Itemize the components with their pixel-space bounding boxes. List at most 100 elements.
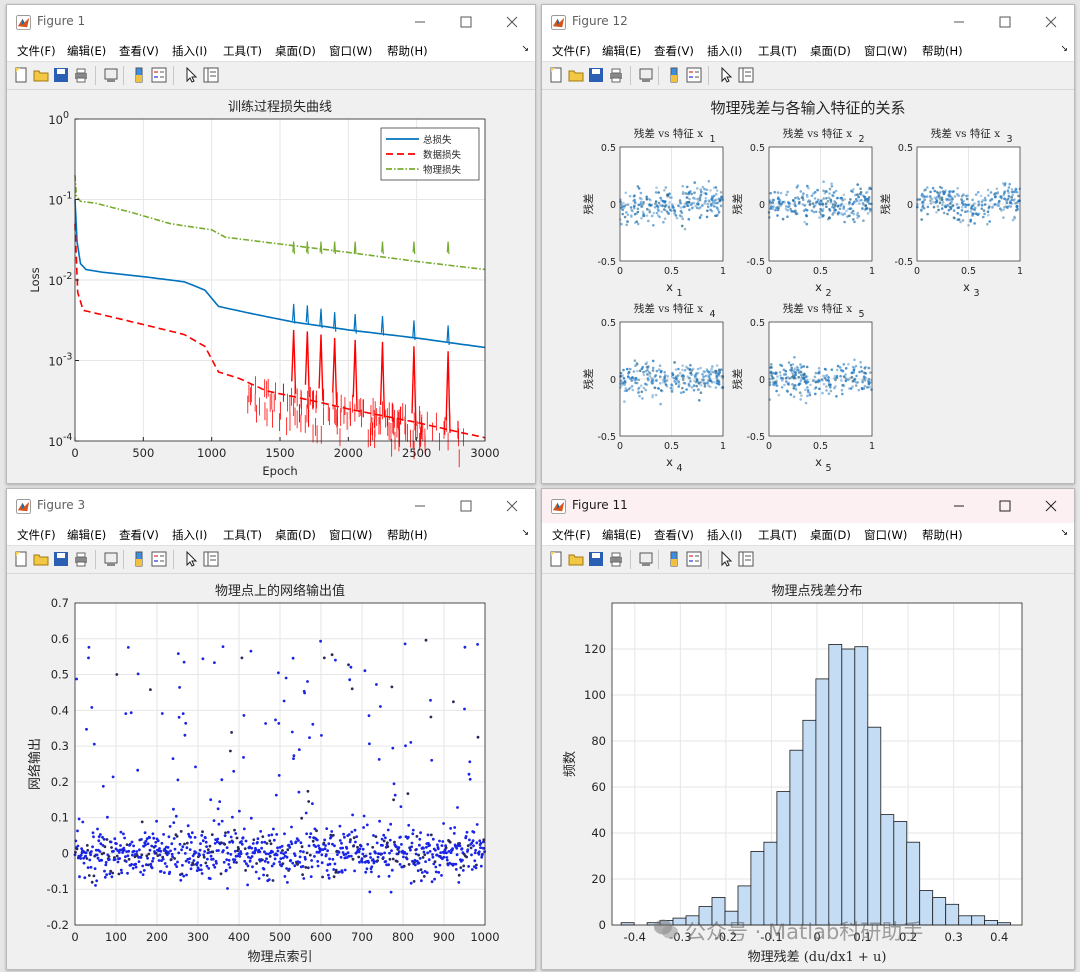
property-editor-icon[interactable]	[203, 67, 219, 83]
pointer-icon[interactable]	[183, 551, 199, 567]
menu-item-1[interactable]: 编辑(E)	[67, 528, 107, 542]
property-editor-icon[interactable]	[203, 551, 219, 567]
title-bar[interactable]: Figure 11	[542, 489, 1074, 523]
menu-item-7[interactable]: 帮助(H)	[922, 528, 963, 542]
residual-point	[1015, 205, 1018, 208]
open-folder-icon[interactable]	[568, 551, 584, 567]
legend-icon[interactable]	[151, 551, 167, 567]
close-button[interactable]	[489, 489, 535, 523]
colorbar-icon[interactable]	[131, 67, 147, 83]
menu-overflow-icon[interactable]: ↘	[1060, 44, 1068, 54]
output-point	[164, 849, 168, 853]
colorbar-icon[interactable]	[131, 551, 147, 567]
maximize-button[interactable]	[443, 5, 489, 39]
minimize-button[interactable]	[936, 5, 982, 39]
open-folder-icon[interactable]	[568, 67, 584, 83]
menu-item-4[interactable]: 工具(T)	[223, 528, 262, 542]
menu-item-6[interactable]: 窗口(W)	[864, 528, 908, 542]
menu-item-2[interactable]: 查看(V)	[119, 44, 159, 58]
new-file-icon[interactable]	[548, 67, 564, 83]
pointer-icon[interactable]	[718, 67, 734, 83]
new-file-icon[interactable]	[548, 551, 564, 567]
output-point	[296, 863, 299, 866]
maximize-button[interactable]	[443, 489, 489, 523]
menu-item-7[interactable]: 帮助(H)	[387, 528, 428, 542]
residual-point	[696, 197, 699, 201]
maximize-button[interactable]	[982, 5, 1028, 39]
menu-item-3[interactable]: 插入(I)	[707, 528, 743, 542]
menu-overflow-icon[interactable]: ↘	[521, 528, 529, 538]
save-icon[interactable]	[588, 67, 604, 83]
new-file-icon[interactable]	[13, 67, 29, 83]
residual-point	[862, 375, 866, 379]
menu-item-0[interactable]: 文件(F)	[17, 528, 56, 542]
residual-point	[650, 203, 653, 207]
close-button[interactable]	[1028, 489, 1074, 523]
menu-item-1[interactable]: 编辑(E)	[67, 44, 107, 58]
save-icon[interactable]	[53, 551, 69, 567]
menu-item-6[interactable]: 窗口(W)	[864, 44, 908, 58]
menu-item-5[interactable]: 桌面(D)	[275, 44, 316, 58]
close-button[interactable]	[489, 5, 535, 39]
print-preview-icon[interactable]	[103, 67, 119, 83]
menu-item-4[interactable]: 工具(T)	[758, 44, 797, 58]
menu-overflow-icon[interactable]: ↘	[1060, 528, 1068, 538]
minimize-button[interactable]	[397, 5, 443, 39]
open-folder-icon[interactable]	[33, 67, 49, 83]
residual-point	[653, 386, 656, 390]
menu-item-2[interactable]: 查看(V)	[654, 44, 694, 58]
menu-item-4[interactable]: 工具(T)	[223, 44, 262, 58]
pointer-icon[interactable]	[718, 551, 734, 567]
minimize-button[interactable]	[936, 489, 982, 523]
menu-item-2[interactable]: 查看(V)	[654, 528, 694, 542]
legend-icon[interactable]	[686, 67, 702, 83]
print-icon[interactable]	[73, 67, 89, 83]
menu-item-7[interactable]: 帮助(H)	[387, 44, 428, 58]
menu-item-1[interactable]: 编辑(E)	[602, 528, 642, 542]
title-bar[interactable]: Figure 12	[542, 5, 1074, 39]
print-icon[interactable]	[73, 551, 89, 567]
menu-item-0[interactable]: 文件(F)	[17, 44, 56, 58]
menu-item-5[interactable]: 桌面(D)	[275, 528, 316, 542]
print-preview-icon[interactable]	[103, 551, 119, 567]
menu-item-6[interactable]: 窗口(W)	[329, 528, 373, 542]
residual-point	[641, 397, 644, 400]
menu-overflow-icon[interactable]: ↘	[521, 44, 529, 54]
print-preview-icon[interactable]	[638, 67, 654, 83]
menu-item-3[interactable]: 插入(I)	[172, 44, 208, 58]
menu-item-7[interactable]: 帮助(H)	[922, 44, 963, 58]
property-editor-icon[interactable]	[738, 551, 754, 567]
colorbar-icon[interactable]	[666, 551, 682, 567]
menu-item-5[interactable]: 桌面(D)	[810, 528, 851, 542]
print-preview-icon[interactable]	[638, 551, 654, 567]
close-button[interactable]	[1028, 5, 1074, 39]
residual-point	[689, 380, 692, 383]
output-point	[302, 850, 305, 854]
menu-item-2[interactable]: 查看(V)	[119, 528, 159, 542]
menu-item-5[interactable]: 桌面(D)	[810, 44, 851, 58]
menu-item-3[interactable]: 插入(I)	[707, 44, 743, 58]
menu-item-1[interactable]: 编辑(E)	[602, 44, 642, 58]
colorbar-icon[interactable]	[666, 67, 682, 83]
menu-item-0[interactable]: 文件(F)	[552, 528, 591, 542]
print-icon[interactable]	[608, 67, 624, 83]
print-icon[interactable]	[608, 551, 624, 567]
minimize-button[interactable]	[397, 489, 443, 523]
open-folder-icon[interactable]	[33, 551, 49, 567]
menu-item-6[interactable]: 窗口(W)	[329, 44, 373, 58]
save-icon[interactable]	[53, 67, 69, 83]
save-icon[interactable]	[588, 551, 604, 567]
menu-item-3[interactable]: 插入(I)	[172, 528, 208, 542]
title-bar[interactable]: Figure 1	[7, 5, 535, 39]
legend-icon[interactable]	[686, 551, 702, 567]
legend-icon[interactable]	[151, 67, 167, 83]
menu-item-0[interactable]: 文件(F)	[552, 44, 591, 58]
output-point	[104, 863, 108, 867]
pointer-icon[interactable]	[183, 67, 199, 83]
residual-point	[776, 375, 779, 378]
property-editor-icon[interactable]	[738, 67, 754, 83]
menu-item-4[interactable]: 工具(T)	[758, 528, 797, 542]
maximize-button[interactable]	[982, 489, 1028, 523]
title-bar[interactable]: Figure 3	[7, 489, 535, 523]
new-file-icon[interactable]	[13, 551, 29, 567]
